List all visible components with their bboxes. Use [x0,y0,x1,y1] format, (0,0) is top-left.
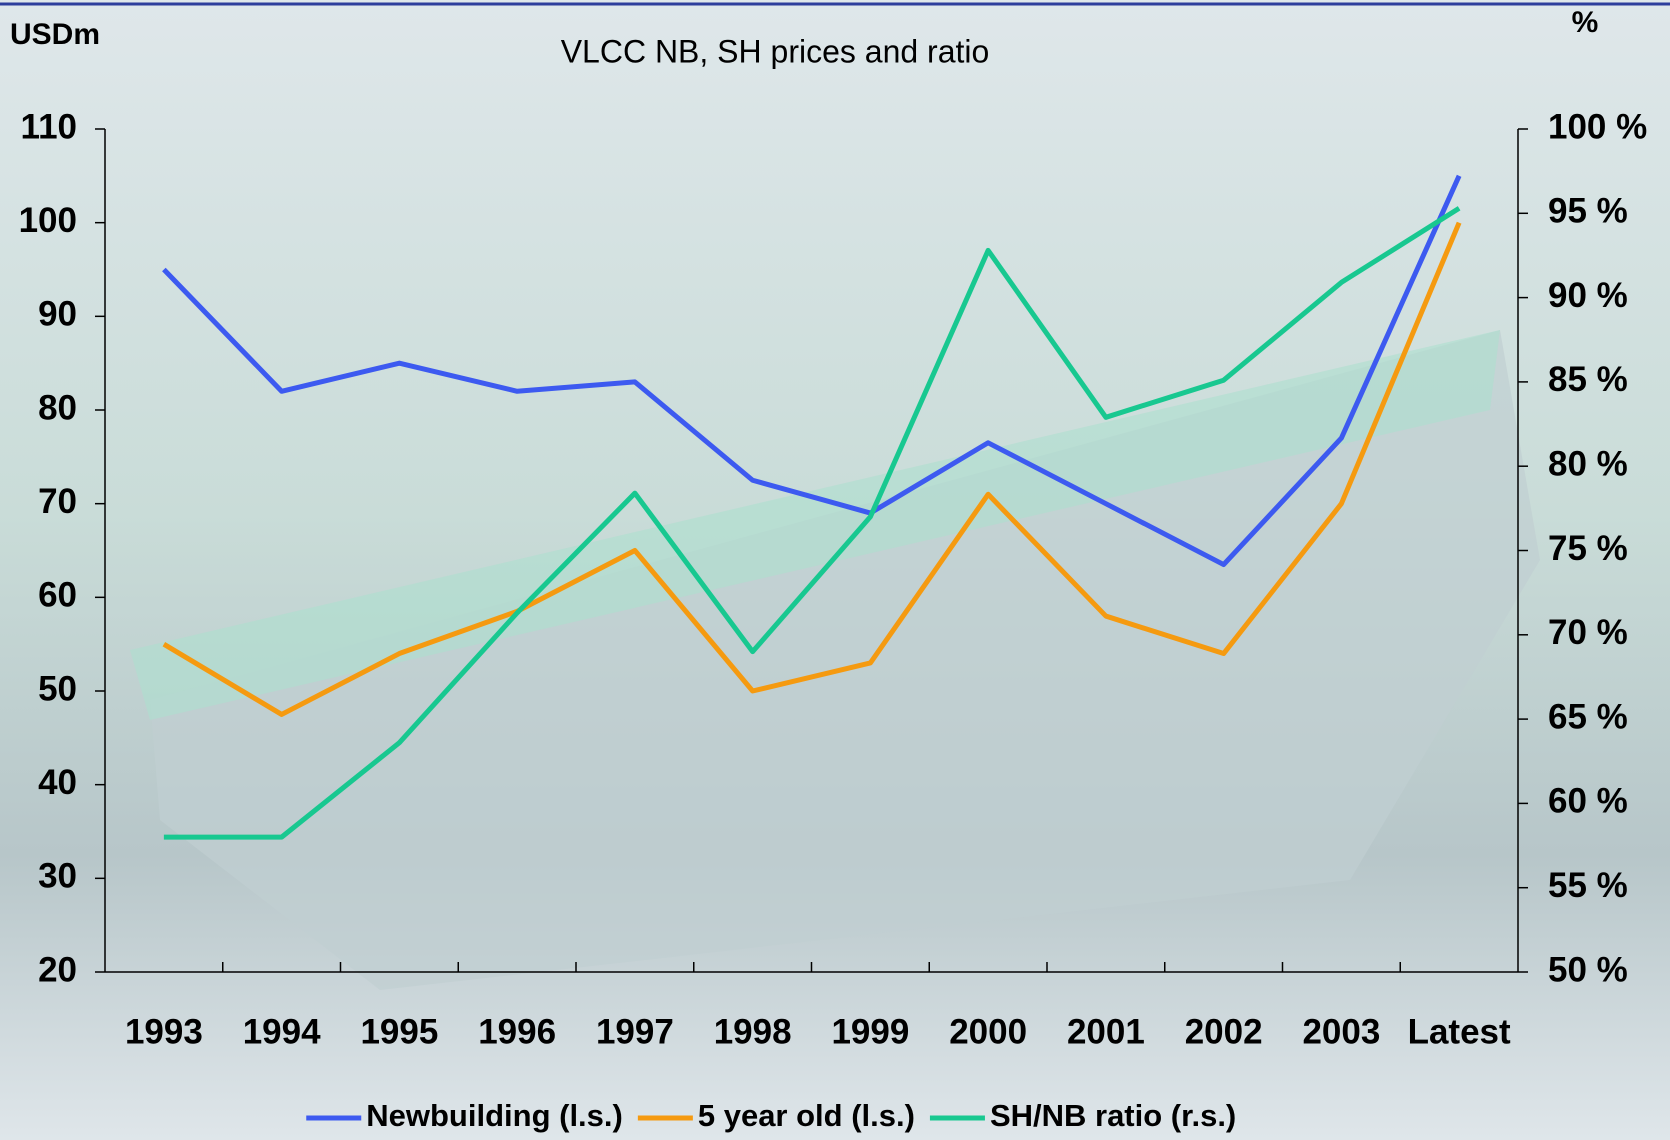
y2-tick-label: 90 % [1548,276,1628,315]
y2-tick-label: 50 % [1548,950,1628,989]
legend-label: SH/NB ratio (r.s.) [990,1098,1236,1133]
x-tick-label: 2001 [1067,1012,1145,1051]
x-tick-label: 1994 [243,1012,321,1051]
x-tick-label: 1999 [831,1012,909,1051]
y-tick-label: 70 [38,482,77,521]
x-tick-label: 2003 [1302,1012,1380,1051]
y-tick-label: 100 [19,201,77,240]
legend-label: 5 year old (l.s.) [698,1098,915,1133]
x-tick-label: 1996 [478,1012,556,1051]
y2-tick-label: 55 % [1548,866,1628,905]
y2-tick-label: 65 % [1548,697,1628,736]
y-tick-label: 60 [38,576,77,615]
x-tick-label: 2002 [1185,1012,1263,1051]
y2-tick-label: 95 % [1548,192,1628,231]
legend-label: Newbuilding (l.s.) [366,1098,623,1133]
y-tick-label: 90 [38,295,77,334]
chart-title: VLCC NB, SH prices and ratio [561,33,990,69]
chart: USDm % VLCC NB, SH prices and ratio 20 30… [0,0,1670,1140]
y-axis-label: USDm [10,18,100,51]
y-tick-label: 40 [38,763,77,802]
x-tick-label: 2000 [949,1012,1027,1051]
y2-axis-label: % [1572,6,1599,39]
y2-tick-label: 100 % [1548,107,1647,146]
y-tick-label: 80 [38,388,77,427]
y2-tick-label: 75 % [1548,529,1628,568]
y-tick-label: 50 [38,669,77,708]
x-tick-label: 1993 [125,1012,203,1051]
y2-tick-label: 80 % [1548,444,1628,483]
x-tick-label: 1995 [360,1012,438,1051]
x-tick-label: 1997 [596,1012,674,1051]
y2-tick-label: 60 % [1548,782,1628,821]
x-tick-label: 1998 [714,1012,792,1051]
y-tick-label: 110 [21,107,77,146]
y-tick-label: 30 [38,857,77,896]
y-tick-label: 20 [38,950,77,989]
x-tick-label: Latest [1408,1012,1511,1051]
y2-tick-label: 85 % [1548,360,1628,399]
y2-tick-label: 70 % [1548,613,1628,652]
